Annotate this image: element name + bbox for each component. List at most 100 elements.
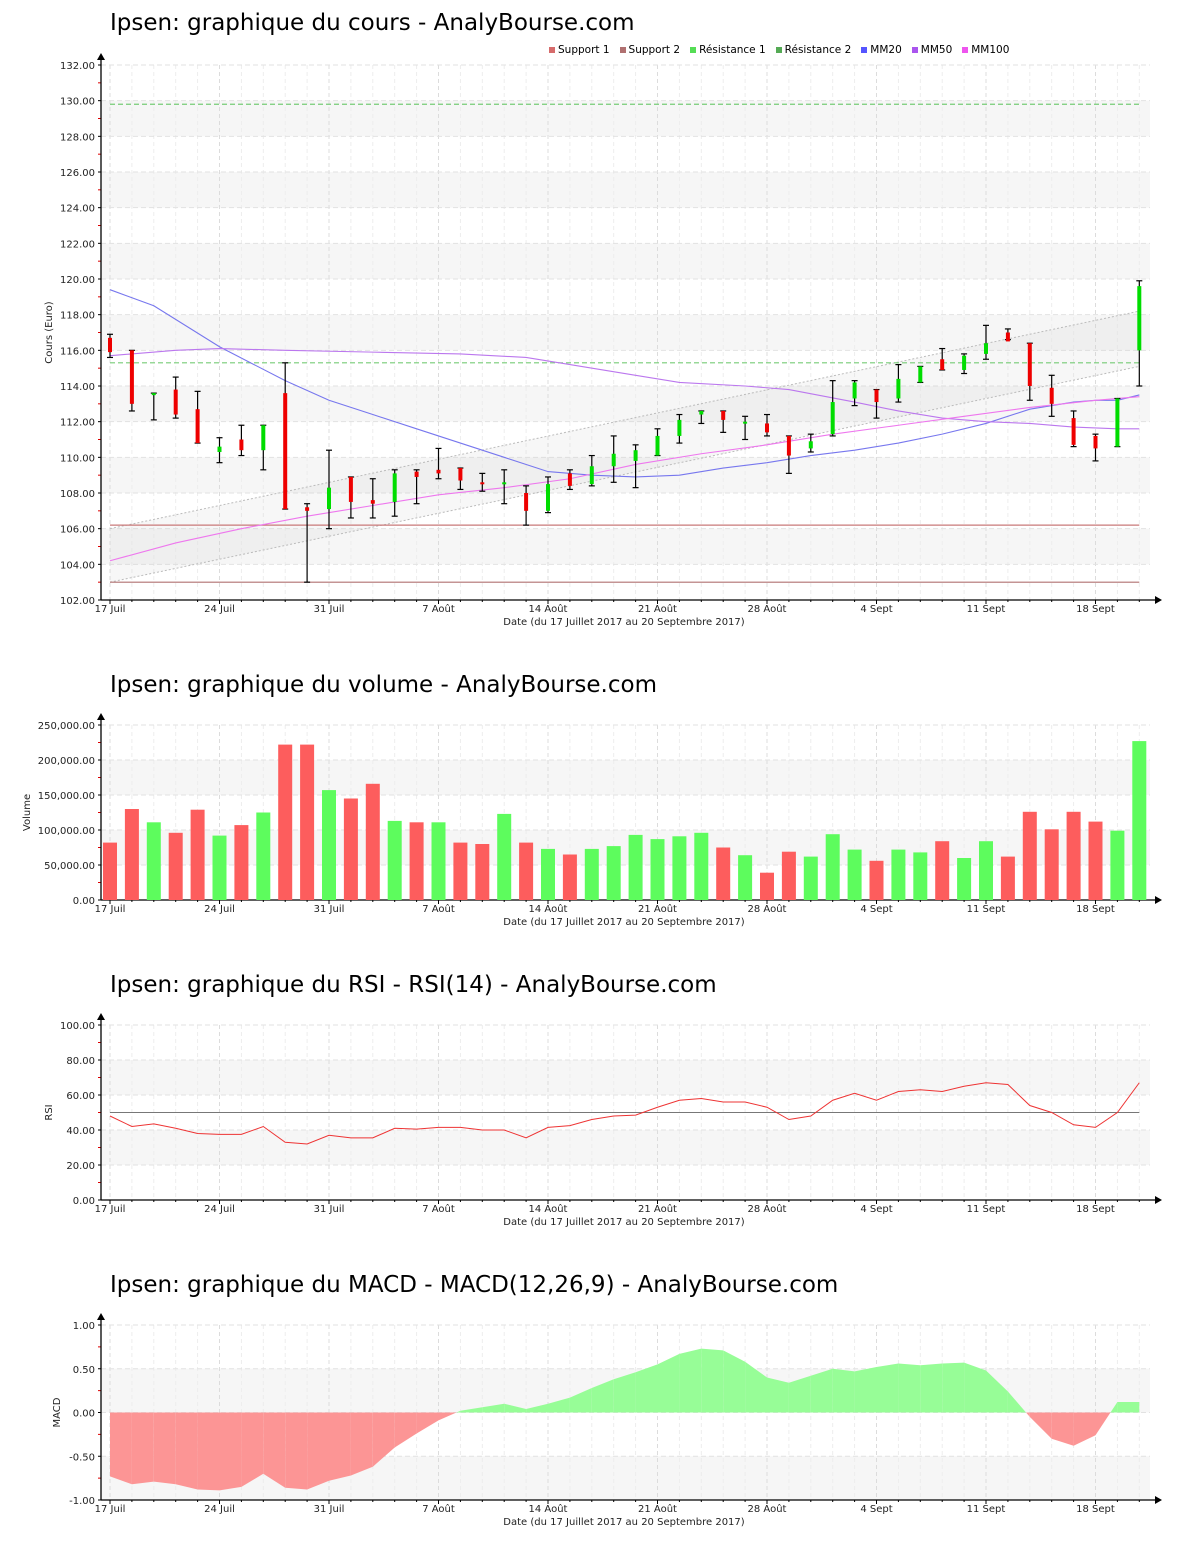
price-plot: 102.00 104.00 106.00 108.00 110.00 112.00 114.… xyxy=(44,53,1162,628)
svg-text:100,000.00: 100,000.00 xyxy=(38,826,95,837)
legend-item: MM100 xyxy=(962,44,1009,56)
svg-text:120.00: 120.00 xyxy=(60,275,95,286)
svg-text:Date (du 17 Juillet 2017 au 20: Date (du 17 Juillet 2017 au 20 Septembre… xyxy=(503,617,744,628)
svg-text:24 Juil: 24 Juil xyxy=(204,604,235,615)
svg-text:18 Sept: 18 Sept xyxy=(1076,604,1115,615)
svg-text:11 Sept: 11 Sept xyxy=(967,1504,1006,1515)
rsi-plot: 0.00 20.00 40.00 60.00 80.00 100.00 17 Juil 24 … xyxy=(44,1013,1162,1228)
svg-text:0.50: 0.50 xyxy=(73,1365,95,1376)
svg-text:17 Juil: 17 Juil xyxy=(95,904,126,915)
svg-text:21 Août: 21 Août xyxy=(638,1503,677,1515)
svg-text:150,000.00: 150,000.00 xyxy=(38,791,95,802)
svg-text:112.00: 112.00 xyxy=(60,418,95,429)
svg-text:24 Juil: 24 Juil xyxy=(204,904,235,915)
rsi-chart-title: Ipsen: graphique du RSI - RSI(14) - Anal… xyxy=(110,972,717,998)
legend-swatch-icon xyxy=(775,47,782,53)
svg-text:28 Août: 28 Août xyxy=(748,603,787,615)
legend-label: MM50 xyxy=(920,44,953,56)
legend-item: Résistance 1 xyxy=(690,44,766,56)
legend-swatch-icon xyxy=(619,47,626,53)
svg-text:130.00: 130.00 xyxy=(60,97,95,108)
legend-label: MM20 xyxy=(870,44,902,56)
svg-text:17 Juil: 17 Juil xyxy=(95,604,126,615)
svg-text:1.00: 1.00 xyxy=(73,1321,95,1332)
svg-text:11 Sept: 11 Sept xyxy=(967,904,1006,915)
svg-text:21 Août: 21 Août xyxy=(638,903,677,915)
svg-text:4 Sept: 4 Sept xyxy=(860,1504,892,1515)
svg-text:0.00: 0.00 xyxy=(73,1409,95,1420)
svg-text:Date (du 17 Juillet 2017 au 20: Date (du 17 Juillet 2017 au 20 Septembre… xyxy=(503,1217,744,1228)
legend-item: MM20 xyxy=(861,44,902,56)
svg-text:11 Sept: 11 Sept xyxy=(967,1204,1006,1215)
svg-text:250,000.00: 250,000.00 xyxy=(38,721,95,732)
macd-chart: Ipsen: graphique du MACD - MACD(12,26,9)… xyxy=(0,1240,1200,1550)
legend-item: MM50 xyxy=(911,44,953,56)
svg-text:118.00: 118.00 xyxy=(60,311,95,322)
svg-text:Date (du 17 Juillet 2017 au 20: Date (du 17 Juillet 2017 au 20 Septembre… xyxy=(503,917,744,928)
svg-text:11 Sept: 11 Sept xyxy=(967,604,1006,615)
svg-text:7 Août: 7 Août xyxy=(422,1203,455,1215)
price-chart: Ipsen: graphique du cours - AnalyBourse.… xyxy=(0,0,1200,640)
svg-text:RSI: RSI xyxy=(44,1104,55,1120)
volume-chart-title: Ipsen: graphique du volume - AnalyBourse… xyxy=(110,672,657,698)
legend-label: MM100 xyxy=(971,44,1010,56)
svg-text:122.00: 122.00 xyxy=(60,239,95,250)
svg-text:-1.00: -1.00 xyxy=(69,1496,95,1507)
svg-text:102.00: 102.00 xyxy=(60,596,95,607)
svg-text:200,000.00: 200,000.00 xyxy=(38,756,95,767)
svg-text:20.00: 20.00 xyxy=(66,1161,95,1172)
volume-chart: Ipsen: graphique du volume - AnalyBourse… xyxy=(0,640,1200,940)
svg-text:80.00: 80.00 xyxy=(66,1056,95,1067)
svg-text:106.00: 106.00 xyxy=(60,525,95,536)
svg-text:17 Juil: 17 Juil xyxy=(95,1204,126,1215)
macd-plot: -1.00 -0.50 0.00 0.50 1.00 17 Juil 24 Juil 31 J… xyxy=(52,1313,1162,1528)
svg-text:Volume: Volume xyxy=(22,794,33,831)
svg-text:128.00: 128.00 xyxy=(60,132,95,143)
svg-text:7 Août: 7 Août xyxy=(422,603,455,615)
svg-text:108.00: 108.00 xyxy=(60,489,95,500)
legend-item: Support 2 xyxy=(619,44,681,56)
legend-swatch-icon xyxy=(690,47,697,53)
svg-text:14 Août: 14 Août xyxy=(529,1503,568,1515)
svg-text:124.00: 124.00 xyxy=(60,204,95,215)
svg-text:31 Juil: 31 Juil xyxy=(314,1204,345,1215)
legend-item: Support 1 xyxy=(549,44,610,56)
svg-text:28 Août: 28 Août xyxy=(748,1503,787,1515)
svg-text:0.00: 0.00 xyxy=(73,896,95,907)
macd-chart-title: Ipsen: graphique du MACD - MACD(12,26,9)… xyxy=(110,1272,839,1298)
svg-text:18 Sept: 18 Sept xyxy=(1076,1504,1115,1515)
legend-label: Support 1 xyxy=(558,44,610,56)
svg-text:114.00: 114.00 xyxy=(60,382,95,393)
legend-swatch-icon xyxy=(962,47,969,53)
svg-text:31 Juil: 31 Juil xyxy=(314,1504,345,1515)
legend-item: Résistance 2 xyxy=(775,44,852,56)
svg-text:-0.50: -0.50 xyxy=(69,1452,95,1463)
legend-label: Résistance 1 xyxy=(699,44,766,56)
svg-text:14 Août: 14 Août xyxy=(529,903,568,915)
legend-label: Support 2 xyxy=(628,44,681,56)
svg-text:18 Sept: 18 Sept xyxy=(1076,1204,1115,1215)
volume-plot: 0.00 50,000.00 100,000.00 150,000.00 200,000… xyxy=(22,713,1162,928)
svg-text:MACD: MACD xyxy=(52,1397,63,1427)
svg-text:110.00: 110.00 xyxy=(60,453,95,464)
svg-text:31 Juil: 31 Juil xyxy=(314,604,345,615)
svg-text:60.00: 60.00 xyxy=(66,1091,95,1102)
rsi-chart: Ipsen: graphique du RSI - RSI(14) - Anal… xyxy=(0,940,1200,1240)
svg-text:4 Sept: 4 Sept xyxy=(860,1204,892,1215)
svg-text:14 Août: 14 Août xyxy=(529,603,568,615)
svg-text:18 Sept: 18 Sept xyxy=(1076,904,1115,915)
legend-swatch-icon xyxy=(911,47,918,53)
svg-text:132.00: 132.00 xyxy=(60,61,95,72)
svg-text:126.00: 126.00 xyxy=(60,168,95,179)
svg-text:31 Juil: 31 Juil xyxy=(314,904,345,915)
legend-swatch-icon xyxy=(549,47,555,53)
svg-text:Cours (Euro): Cours (Euro) xyxy=(44,301,55,364)
svg-text:7 Août: 7 Août xyxy=(422,1503,455,1515)
svg-text:28 Août: 28 Août xyxy=(748,1203,787,1215)
svg-text:24 Juil: 24 Juil xyxy=(204,1504,235,1515)
legend-label: Résistance 2 xyxy=(784,44,852,56)
svg-text:21 Août: 21 Août xyxy=(638,1203,677,1215)
svg-text:40.00: 40.00 xyxy=(66,1126,95,1137)
svg-text:7 Août: 7 Août xyxy=(422,903,455,915)
price-chart-legend: Support 1 Support 2 Résistance 1 Résistance… xyxy=(549,44,1009,56)
